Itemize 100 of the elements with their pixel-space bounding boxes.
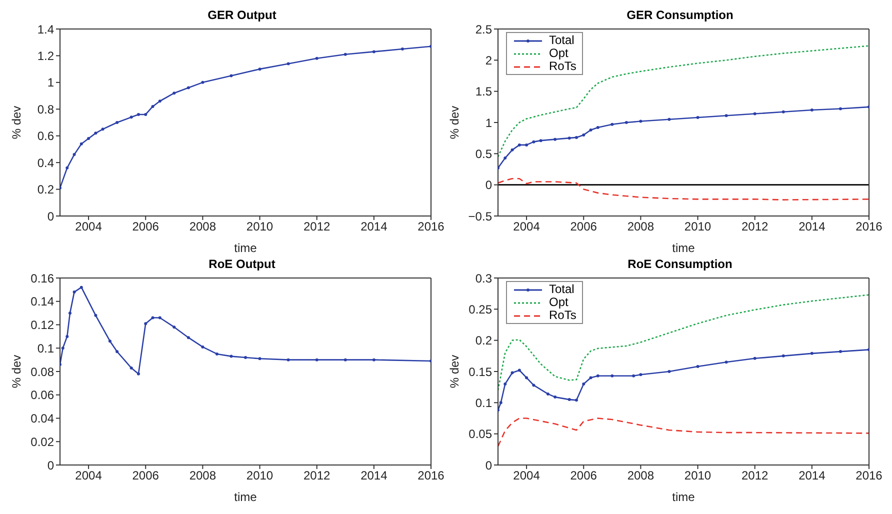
x-tick-label: 2004 — [513, 220, 540, 234]
point — [632, 374, 636, 378]
y-tick-label: 2 — [485, 53, 492, 68]
point — [610, 122, 614, 126]
x-axis-title: time — [234, 241, 258, 255]
y-tick-label: 0.12 — [30, 318, 54, 332]
legend-label: RoTs — [549, 308, 576, 322]
point — [230, 74, 233, 78]
y-tick-label: 0 — [47, 458, 54, 472]
point — [344, 358, 347, 362]
x-tick-label: 2012 — [741, 220, 769, 234]
y-tick-label: 0.4 — [37, 156, 54, 170]
y-tick-label: 1 — [47, 76, 54, 90]
point — [101, 128, 104, 131]
point — [639, 120, 642, 123]
line-series — [498, 178, 869, 200]
point — [66, 166, 69, 170]
y-tick-label: 0.3 — [475, 271, 492, 286]
point — [668, 370, 671, 373]
chart-title: GER Output — [206, 8, 278, 24]
point — [201, 345, 204, 348]
point — [130, 116, 133, 119]
x-axis-title: time — [672, 490, 696, 504]
line-series — [498, 105, 869, 170]
point — [554, 138, 557, 141]
point — [696, 116, 700, 120]
x-tick-label: 2010 — [246, 468, 274, 483]
point — [639, 373, 642, 376]
point — [546, 392, 550, 396]
point — [582, 382, 586, 386]
point — [72, 153, 76, 156]
y-tick-label: 1.4 — [37, 22, 54, 36]
x-tick-label: 2016 — [856, 220, 883, 234]
point — [539, 139, 542, 142]
point — [258, 357, 262, 360]
x-tick-label: 2014 — [798, 468, 826, 483]
y-tick-label: 0.25 — [468, 302, 492, 316]
line-series — [498, 418, 869, 447]
y-tick-label: 0.14 — [30, 294, 54, 309]
point — [525, 376, 528, 380]
x-tick-label: 2012 — [303, 220, 331, 234]
x-tick-label: 2006 — [570, 468, 598, 483]
point — [596, 126, 600, 129]
chart-title: RoE Output — [208, 257, 276, 273]
x-tick-label: 2004 — [75, 468, 102, 483]
y-tick-label: 0.2 — [475, 334, 492, 348]
point — [230, 354, 233, 358]
x-tick-label: 2006 — [570, 220, 598, 234]
point — [186, 86, 190, 90]
y-tick-label: 0.02 — [30, 434, 54, 449]
point — [504, 156, 507, 160]
point — [158, 100, 162, 103]
point — [286, 62, 290, 66]
y-tick-label: 0.1 — [37, 341, 54, 356]
point — [66, 334, 69, 338]
point — [610, 374, 614, 378]
legend-label: RoTs — [549, 59, 576, 73]
y-tick-label: 0 — [485, 178, 492, 192]
point — [151, 104, 154, 108]
point — [518, 143, 521, 146]
y-tick-label: 0.6 — [37, 129, 54, 144]
point — [68, 312, 72, 315]
point — [108, 340, 112, 343]
y-axis-title: % dev — [447, 106, 462, 140]
point — [753, 112, 756, 116]
legend-label: Total — [549, 282, 574, 296]
point — [518, 368, 521, 372]
point — [574, 398, 578, 402]
line-series — [498, 45, 869, 158]
y-tick-label: 1 — [485, 116, 492, 130]
point — [172, 326, 176, 329]
x-tick-label: 2004 — [513, 468, 540, 483]
x-tick-label: 2010 — [246, 220, 274, 234]
point — [80, 142, 83, 146]
x-tick-label: 2008 — [627, 220, 654, 234]
point — [315, 358, 318, 362]
point — [724, 114, 728, 118]
point — [724, 360, 728, 364]
point — [72, 290, 76, 294]
point — [499, 401, 502, 404]
point — [510, 148, 514, 152]
point — [532, 384, 536, 387]
y-tick-label: 1.5 — [475, 84, 492, 99]
x-axis-title: time — [234, 490, 258, 504]
point — [286, 358, 290, 362]
y-tick-label: 0.5 — [475, 146, 492, 161]
point — [94, 132, 98, 135]
y-tick-label: 0.1 — [475, 396, 492, 410]
point — [589, 376, 592, 380]
x-tick-label: 2014 — [360, 220, 388, 234]
point — [344, 52, 347, 56]
chart-title: RoE Consumption — [626, 257, 734, 273]
point — [258, 68, 262, 71]
point — [782, 354, 785, 358]
point — [158, 316, 162, 320]
y-tick-label: 0.16 — [30, 271, 54, 286]
point — [172, 92, 176, 95]
point — [144, 112, 148, 116]
point — [810, 352, 814, 355]
line-series — [60, 286, 431, 376]
